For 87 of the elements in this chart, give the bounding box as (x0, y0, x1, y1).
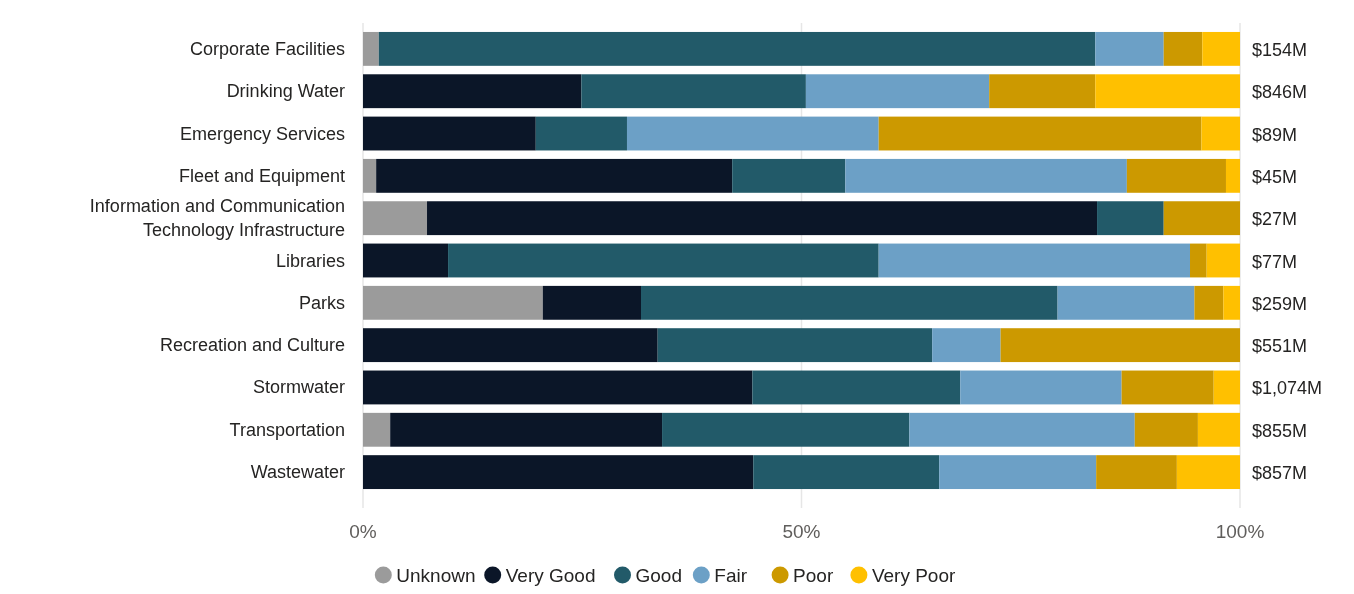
text: $45M (1252, 166, 1298, 187)
bar (376, 158, 733, 193)
y-tick-label: Fleet and Equipment (178, 165, 345, 186)
text: $27M (1252, 209, 1298, 230)
legend-label: Fair (714, 565, 748, 586)
bar (1206, 243, 1240, 278)
bar (363, 158, 377, 193)
bar (1163, 31, 1203, 66)
legend-label: Very Good (505, 565, 596, 586)
bar (1197, 412, 1240, 447)
bar (1057, 285, 1195, 320)
bar (363, 370, 753, 405)
bar (1000, 328, 1240, 363)
text: $89M (1252, 124, 1298, 145)
bar (363, 31, 379, 66)
bar (878, 116, 1202, 151)
bar (363, 74, 582, 109)
bar (363, 285, 543, 320)
bar (1202, 31, 1240, 66)
y-tick-label: Transportation (229, 419, 345, 440)
bar (363, 116, 536, 151)
y-tick-label: Libraries (275, 250, 345, 271)
bar (1176, 455, 1240, 490)
bar (390, 412, 663, 447)
bar (542, 285, 642, 320)
bar (378, 31, 1096, 66)
bar (1095, 74, 1240, 109)
bar (1096, 455, 1177, 490)
bar (1097, 201, 1164, 236)
bar (1213, 370, 1240, 405)
bar (805, 74, 990, 109)
legend-label: Unknown (396, 565, 476, 586)
bar (363, 328, 658, 363)
text: $846M (1252, 82, 1308, 103)
x-tick-label: 50% (782, 521, 821, 542)
y-tick-label: Wastewater (250, 462, 346, 483)
bar (448, 243, 879, 278)
y-tick-label: Corporate Facilities (189, 38, 345, 59)
bar (878, 243, 1191, 278)
legend-label: Very Poor (871, 565, 956, 586)
y-tick-label: Stormwater (252, 377, 345, 398)
y-tick-label: Information and Communication Technology Infrastructure (89, 196, 345, 241)
legend-label: Poor (793, 565, 834, 586)
bar (1095, 31, 1164, 66)
bar (662, 412, 910, 447)
bar (1201, 116, 1240, 151)
y-tick-label: Emergency Services (179, 123, 345, 144)
bar (1121, 370, 1214, 405)
bar (909, 412, 1135, 447)
bar (1223, 285, 1240, 320)
y-tick-label: Parks (298, 292, 345, 313)
bar (427, 201, 1098, 236)
bar (732, 158, 846, 193)
bar (989, 74, 1096, 109)
bar (1225, 158, 1240, 193)
text: $259M (1252, 293, 1308, 314)
legend-label: Good (635, 565, 682, 586)
bar (939, 455, 1097, 490)
x-tick-label: 0% (349, 521, 377, 542)
text: $1,074M (1252, 378, 1323, 399)
text: $855M (1252, 420, 1308, 441)
text: $857M (1252, 463, 1308, 484)
bar (1194, 285, 1224, 320)
text: $154M (1252, 39, 1308, 60)
x-tick-label: 100% (1215, 521, 1265, 542)
text: $77M (1252, 251, 1298, 272)
bar (960, 370, 1122, 405)
bar (932, 328, 1001, 363)
bar (626, 116, 879, 151)
bar (363, 201, 428, 236)
bar (752, 370, 961, 405)
bar (1163, 201, 1240, 236)
bar (1126, 158, 1226, 193)
bar (657, 328, 933, 363)
bar (641, 285, 1058, 320)
bar (1134, 412, 1198, 447)
bar (363, 455, 754, 490)
bar (363, 243, 449, 278)
bar (581, 74, 806, 109)
bar (1190, 243, 1207, 278)
text: $551M (1252, 336, 1308, 357)
y-tick-label: Recreation and Culture (159, 335, 345, 356)
bar (845, 158, 1127, 193)
y-tick-label: Drinking Water (226, 81, 345, 102)
bar (753, 455, 940, 490)
bar (363, 412, 391, 447)
bar (535, 116, 627, 151)
